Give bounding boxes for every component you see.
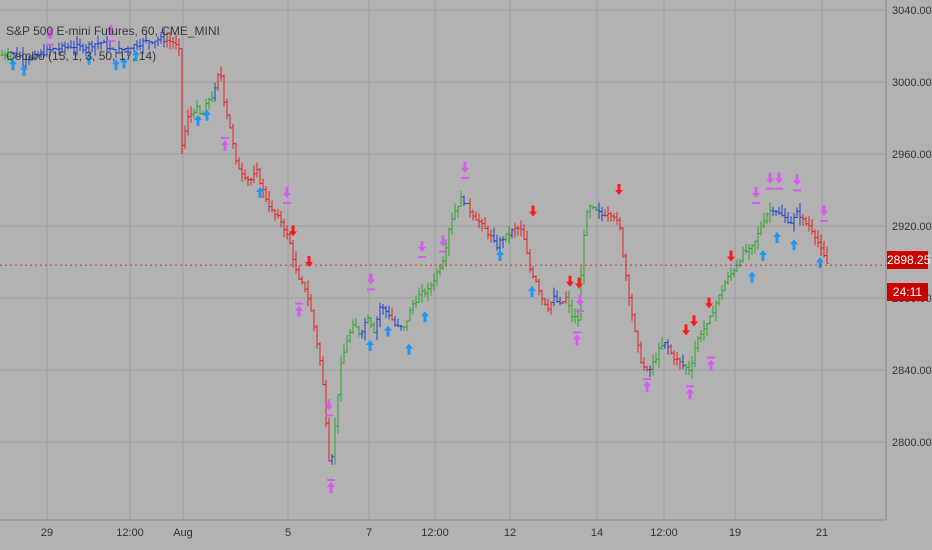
price-bars <box>0 28 829 465</box>
y-tick-label: 2840.00 <box>892 365 932 377</box>
buy-arrow-icon <box>194 115 202 126</box>
magenta-dash-mark <box>793 189 801 192</box>
buy-arrow-icon <box>9 59 17 71</box>
magenta-dash-mark <box>46 43 54 46</box>
buy-arrow-icon <box>384 325 392 337</box>
magenta-up-arrow-icon <box>643 381 651 393</box>
buy-arrow-icon <box>759 250 767 261</box>
magenta-down-arrow-icon <box>576 295 584 306</box>
y-tick-label: 2920.00 <box>892 221 932 233</box>
x-tick-label: 7 <box>366 527 372 539</box>
buy-arrow-icon <box>405 343 413 355</box>
magenta-dash-mark <box>327 479 335 481</box>
magenta-up-arrow-icon <box>573 334 581 346</box>
sell-arrow-icon <box>305 256 313 267</box>
buy-arrow-icon <box>132 50 140 62</box>
magenta-dash-mark <box>820 220 828 222</box>
magenta-dash-mark <box>221 137 229 139</box>
magenta-dash-mark <box>707 356 715 359</box>
magenta-dash-mark <box>295 302 303 305</box>
bar-countdown-tag: 24:11 <box>887 283 928 301</box>
magenta-dash-mark <box>418 256 426 258</box>
sell-arrow-icon <box>705 297 713 309</box>
x-tick-label: 12:00 <box>650 527 678 539</box>
magenta-down-arrow-icon <box>766 172 774 184</box>
y-tick-label: 2800.00 <box>892 437 932 449</box>
magenta-dash-mark <box>752 202 760 204</box>
magenta-up-arrow-icon <box>327 482 335 493</box>
magenta-dash-mark <box>461 176 469 179</box>
buy-arrow-icon <box>203 109 211 121</box>
y-tick-label: 3040.00 <box>892 5 932 17</box>
buy-arrow-icon <box>421 311 429 323</box>
magenta-down-arrow-icon <box>418 241 426 252</box>
sell-arrow-icon <box>566 275 574 287</box>
magenta-down-arrow-icon <box>46 28 54 40</box>
magenta-down-arrow-icon <box>367 273 375 285</box>
y-tick-label: 3000.00 <box>892 77 932 89</box>
magenta-up-arrow-icon <box>221 140 229 151</box>
last-price-tag: 2898.25 <box>887 251 931 269</box>
sell-arrow-icon <box>727 250 735 262</box>
magenta-dash-mark <box>107 40 115 42</box>
magenta-down-arrow-icon <box>775 172 783 184</box>
magenta-down-arrow-icon <box>793 174 801 186</box>
chart-title: S&P 500 E-mini Futures, 60, CME_MINI <box>6 24 220 38</box>
buy-arrow-icon <box>20 64 28 76</box>
signal-markers <box>9 25 828 493</box>
x-tick-label: 21 <box>816 527 828 539</box>
magenta-down-arrow-icon <box>107 25 115 36</box>
buy-arrow-icon <box>496 250 504 261</box>
magenta-down-arrow-icon <box>325 399 333 411</box>
buy-arrow-icon <box>790 239 798 251</box>
x-tick-label: 14 <box>591 527 603 539</box>
magenta-up-arrow-icon <box>295 305 303 317</box>
buy-arrow-icon <box>120 57 128 69</box>
magenta-dash-mark <box>643 378 651 381</box>
magenta-dash-mark <box>766 187 774 190</box>
sell-arrow-icon <box>682 324 690 336</box>
sell-arrow-icon <box>289 225 297 237</box>
buy-arrow-icon <box>112 59 120 71</box>
magenta-down-arrow-icon <box>820 205 828 216</box>
magenta-dash-mark <box>576 310 584 312</box>
x-tick-label: 12:00 <box>116 527 144 539</box>
magenta-dash-mark <box>439 250 447 253</box>
x-tick-label: 12:00 <box>421 527 449 539</box>
buy-arrow-icon <box>816 257 824 269</box>
magenta-up-arrow-icon <box>707 359 715 371</box>
buy-arrow-icon <box>366 340 374 351</box>
x-tick-label: 19 <box>729 527 741 539</box>
magenta-dash-mark <box>775 187 783 190</box>
sell-arrow-icon <box>690 315 698 327</box>
magenta-dash-mark <box>283 202 291 204</box>
magenta-dash-mark <box>325 414 333 417</box>
magenta-dash-mark <box>573 331 581 334</box>
buy-arrow-icon <box>773 232 781 243</box>
buy-arrow-icon <box>85 53 93 65</box>
magenta-down-arrow-icon <box>283 187 291 198</box>
magenta-dash-mark <box>686 385 694 388</box>
x-tick-label: 12 <box>504 527 516 539</box>
magenta-down-arrow-icon <box>439 235 447 247</box>
magenta-dash-mark <box>367 288 375 291</box>
magenta-up-arrow-icon <box>686 388 694 400</box>
magenta-down-arrow-icon <box>461 161 469 173</box>
sell-arrow-icon <box>575 277 583 289</box>
magenta-down-arrow-icon <box>752 187 760 198</box>
sell-arrow-icon <box>529 205 537 217</box>
buy-arrow-icon <box>748 271 756 283</box>
buy-arrow-icon <box>256 187 264 198</box>
indicator-label: Combo (15, 1, 3, 50, 17, 14) <box>6 49 157 63</box>
buy-arrow-icon <box>528 286 536 297</box>
y-tick-label: 2960.00 <box>892 149 932 161</box>
x-tick-label: Aug <box>173 527 193 539</box>
x-tick-label: 29 <box>41 527 53 539</box>
x-tick-label: 5 <box>285 527 291 539</box>
sell-arrow-icon <box>615 184 623 195</box>
